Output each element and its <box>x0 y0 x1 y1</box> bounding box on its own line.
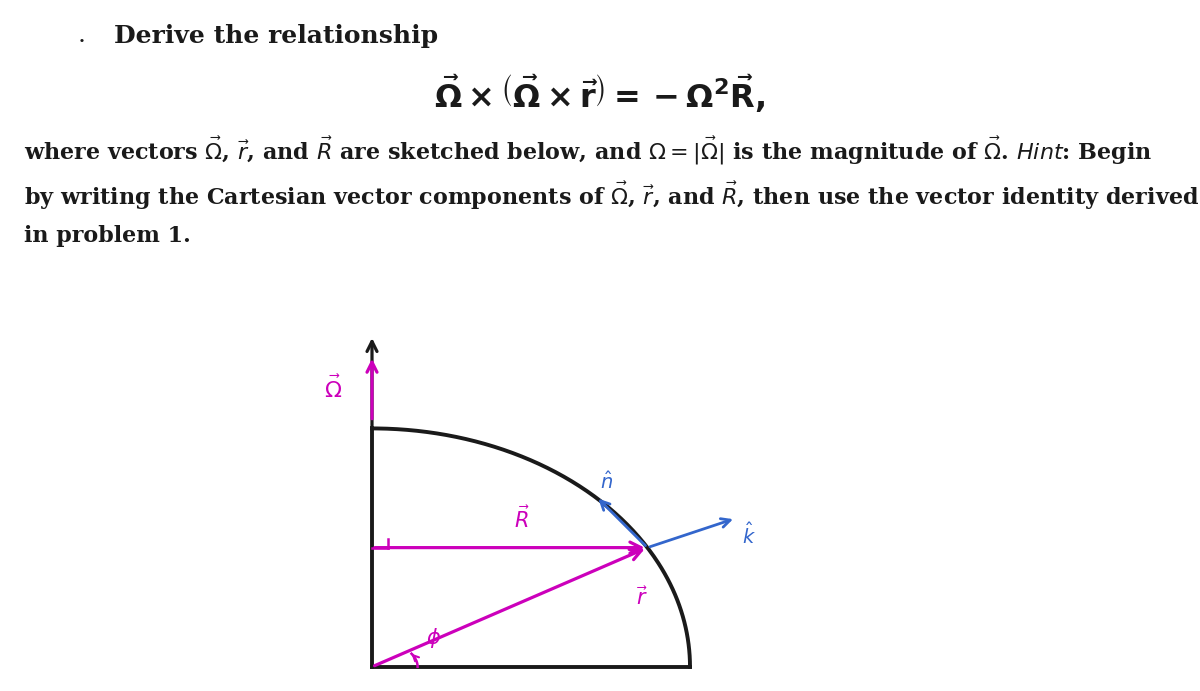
Text: by writing the Cartesian vector components of $\vec{\Omega}$, $\vec{r}$, and $\v: by writing the Cartesian vector componen… <box>24 180 1199 212</box>
Text: $\vec{R}$: $\vec{R}$ <box>514 506 529 533</box>
Text: $\phi$: $\phi$ <box>426 625 442 650</box>
Text: where vectors $\vec{\Omega}$, $\vec{r}$, and $\vec{R}$ are sketched below, and $: where vectors $\vec{\Omega}$, $\vec{r}$,… <box>24 135 1152 167</box>
Text: $\hat{k}$: $\hat{k}$ <box>742 522 756 548</box>
Text: $\mathbf{\vec{\Omega} \times \left(\vec{\Omega} \times \vec{r}\right) = -\Omega^: $\mathbf{\vec{\Omega} \times \left(\vec{… <box>434 73 766 115</box>
Text: $\hat{n}$: $\hat{n}$ <box>600 471 613 493</box>
Text: .: . <box>78 24 86 47</box>
Text: in problem 1.: in problem 1. <box>24 225 191 247</box>
Text: $\vec{\Omega}$: $\vec{\Omega}$ <box>324 375 342 402</box>
Text: $\vec{r}$: $\vec{r}$ <box>636 586 648 609</box>
Text: Derive the relationship: Derive the relationship <box>114 24 438 48</box>
